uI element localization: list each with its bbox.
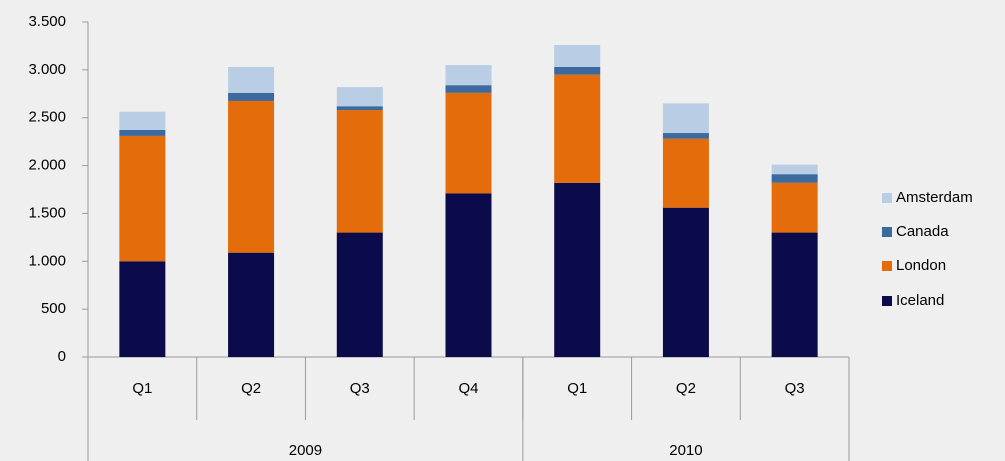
y-tick-label: 2.500 xyxy=(28,109,66,126)
legend-swatch xyxy=(882,261,892,271)
bar-segment xyxy=(445,85,492,93)
bar-segment xyxy=(119,261,166,357)
y-tick-label: 0 xyxy=(58,348,66,365)
y-tick-label: 1.500 xyxy=(28,204,66,221)
bar-segment xyxy=(119,129,166,136)
y-tick-label: 2.000 xyxy=(28,157,66,174)
bar-segment xyxy=(336,232,383,357)
legend-swatch xyxy=(882,296,892,306)
bar-segment xyxy=(119,135,166,262)
x-tick-label: Q1 xyxy=(567,380,587,397)
legend-label: London xyxy=(896,257,946,274)
legend-label: Amsterdam xyxy=(896,189,973,206)
y-tick-label: 1.000 xyxy=(28,252,66,269)
x-tick-label: Q1 xyxy=(132,380,152,397)
legend-label: Iceland xyxy=(896,292,944,309)
bar-segment xyxy=(662,138,709,208)
x-tick-label: Q4 xyxy=(458,380,478,397)
group-label: 2010 xyxy=(669,442,702,459)
legend-swatch xyxy=(882,227,892,237)
bar-segment xyxy=(771,164,818,175)
bar-segment xyxy=(662,207,709,357)
y-tick-label: 3.000 xyxy=(28,61,66,78)
bar-segment xyxy=(336,106,383,111)
legend-swatch xyxy=(882,193,892,203)
bar-segment xyxy=(771,174,818,183)
bar-segment xyxy=(771,182,818,233)
bar-segment xyxy=(119,111,166,130)
bar-segment xyxy=(445,193,492,357)
y-tick-label: 3.500 xyxy=(28,13,66,30)
bar-segment xyxy=(336,87,383,107)
bar-segment xyxy=(662,133,709,139)
bar-segment xyxy=(228,100,275,253)
bar-segment xyxy=(662,103,709,134)
y-tick-label: 500 xyxy=(41,300,66,317)
bar-segment xyxy=(336,110,383,233)
bar-segment xyxy=(554,74,601,183)
bar-segment xyxy=(228,252,275,357)
bar-segment xyxy=(445,65,492,86)
bar-segment xyxy=(228,66,275,93)
x-tick-label: Q2 xyxy=(241,380,261,397)
bar-segment xyxy=(228,92,275,101)
bar-segment xyxy=(554,182,601,357)
bar-segment xyxy=(445,92,492,194)
bar-segment xyxy=(554,44,601,67)
group-label: 2009 xyxy=(289,442,322,459)
bar-segment xyxy=(554,66,601,75)
bar-segment xyxy=(771,232,818,357)
legend-label: Canada xyxy=(896,223,949,240)
x-tick-label: Q3 xyxy=(350,380,370,397)
x-tick-label: Q3 xyxy=(785,380,805,397)
x-tick-label: Q2 xyxy=(676,380,696,397)
